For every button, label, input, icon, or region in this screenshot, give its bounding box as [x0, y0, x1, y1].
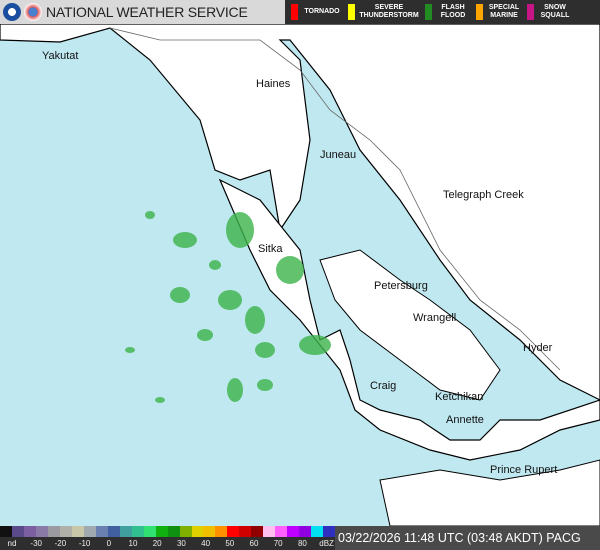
warning-type: FLASH FLOOD	[419, 0, 470, 24]
colorbar-step	[323, 526, 336, 537]
warning-type: SNOW SQUALL	[521, 0, 572, 24]
colorbar-step	[83, 526, 96, 537]
warning-color-swatch	[425, 4, 432, 20]
colorbar-step	[119, 526, 132, 537]
colorbar-step	[71, 526, 84, 537]
legend-tick: 30	[176, 539, 186, 548]
warning-label: SNOW SQUALL	[540, 4, 570, 19]
colorbar-step	[263, 526, 276, 537]
legend-tick: 10	[128, 539, 138, 548]
page-title: NATIONAL WEATHER SERVICE	[46, 4, 248, 20]
mainland	[0, 23, 600, 401]
legend-tick: 70	[273, 539, 283, 548]
dbz-colorbar	[0, 526, 336, 537]
legend-tick: nd	[7, 539, 17, 548]
timestamp: 03/22/2026 11:48 UTC (03:48 AKDT) PACG	[335, 526, 600, 550]
colorbar-step	[179, 526, 192, 537]
warning-color-swatch	[527, 4, 534, 20]
colorbar-step	[203, 526, 216, 537]
colorbar-step	[227, 526, 240, 537]
colorbar-step	[107, 526, 120, 537]
legend-tick: 60	[249, 539, 259, 548]
colorbar-step	[11, 526, 24, 537]
islands-mid	[319, 249, 501, 401]
dbz-legend: nd -30 -20 -10 0 10 20 30 40 50 60 70 80 dBZ	[0, 526, 336, 550]
city-label: Haines	[256, 78, 291, 90]
warning-type: TORNADO	[285, 0, 342, 24]
legend-tick: -20	[54, 539, 67, 548]
colorbar-step	[155, 526, 168, 537]
colorbar-step	[299, 526, 312, 537]
islands	[218, 178, 600, 461]
warning-color-swatch	[348, 4, 355, 20]
nws-logo-icon	[24, 3, 42, 21]
legend-tick: dBZ	[319, 539, 334, 548]
colorbar-step	[251, 526, 264, 537]
colorbar-step	[95, 526, 108, 537]
border	[109, 27, 561, 371]
warning-legend: TORNADO SEVERE THUNDERSTORM FLASH FLOOD SPE…	[285, 0, 600, 24]
colorbar-step	[0, 526, 12, 537]
noaa-logo-icon	[3, 3, 21, 21]
colorbar-step	[167, 526, 180, 537]
colorbar-step	[143, 526, 156, 537]
city-label: Petersburg	[374, 280, 428, 292]
city-label: Juneau	[320, 149, 357, 161]
legend-tick: 80	[297, 539, 307, 548]
colorbar-step	[47, 526, 60, 537]
colorbar-step	[59, 526, 72, 537]
warning-label: SPECIAL MARINE	[488, 4, 520, 19]
colorbar-step	[311, 526, 324, 537]
warning-type: SPECIAL MARINE	[470, 0, 521, 24]
colorbar-step	[287, 526, 300, 537]
legend-tick: 20	[152, 539, 162, 548]
warning-label: FLASH FLOOD	[440, 4, 466, 19]
city-label: Ketchikan	[435, 391, 484, 403]
warning-color-swatch	[291, 4, 298, 20]
city-label: Sitka	[258, 243, 283, 255]
city-label: Hyder	[523, 342, 553, 354]
city-label: Annette	[446, 414, 484, 426]
colorbar-step	[275, 526, 288, 537]
warning-label: TORNADO	[304, 8, 340, 15]
radar-echoes	[125, 211, 331, 403]
legend-tick: 0	[106, 539, 112, 548]
header: NATIONAL WEATHER SERVICE	[0, 0, 285, 24]
colorbar-step	[35, 526, 48, 537]
colorbar-step	[191, 526, 204, 537]
city-label: Wrangell	[413, 312, 457, 324]
warning-type: SEVERE THUNDERSTORM	[342, 0, 419, 24]
legend-tick: 40	[201, 539, 211, 548]
legend-tick: -10	[78, 539, 91, 548]
colorbar-step	[23, 526, 36, 537]
city-label: Prince Rupert	[490, 464, 558, 476]
warning-label: SEVERE THUNDERSTORM	[359, 4, 419, 19]
legend-tick: 50	[225, 539, 235, 548]
legend-tick: -30	[30, 539, 42, 548]
city-label: Yakutat	[42, 50, 79, 62]
colorbar-step	[215, 526, 228, 537]
warning-color-swatch	[476, 4, 483, 20]
city-label: Craig	[370, 380, 397, 392]
colorbar-step	[131, 526, 144, 537]
city-label: Telegraph Creek	[443, 189, 524, 201]
colorbar-step	[239, 526, 252, 537]
